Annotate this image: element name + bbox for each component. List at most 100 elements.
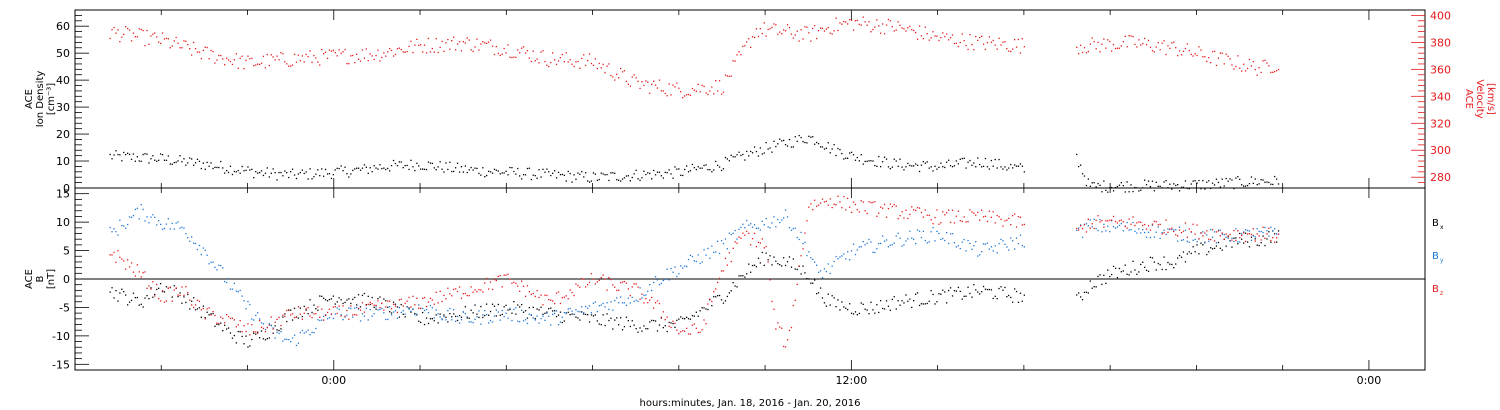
velocity-point <box>1153 51 1155 53</box>
by-point <box>113 228 115 230</box>
by-point <box>468 321 470 323</box>
bx-point <box>907 300 909 302</box>
velocity-point <box>1111 50 1113 52</box>
bx-point <box>606 313 608 315</box>
density-point <box>800 136 802 139</box>
density-point <box>891 166 893 168</box>
by-point <box>567 308 569 310</box>
bx-point <box>526 317 529 319</box>
by-point <box>1122 230 1124 232</box>
by-point <box>1097 229 1099 232</box>
bz-point <box>1021 224 1023 226</box>
density-point <box>992 165 994 167</box>
bz-point <box>827 204 829 206</box>
density-point <box>951 166 954 168</box>
density-point <box>511 167 513 169</box>
velocity-point <box>769 28 771 30</box>
by-point <box>1233 240 1235 243</box>
bx-point <box>693 315 695 317</box>
bz-point <box>953 222 956 224</box>
bz-point <box>1163 232 1165 234</box>
velocity-point <box>191 54 193 56</box>
density-point <box>1112 190 1115 192</box>
bx-point <box>967 286 969 288</box>
by-point <box>1153 236 1155 238</box>
density-point <box>734 156 736 158</box>
velocity-point <box>202 49 204 52</box>
bz-point <box>346 309 348 312</box>
density-point <box>1277 183 1280 185</box>
density-point <box>794 136 796 138</box>
density-tick-label: 0 <box>63 182 70 195</box>
velocity-point <box>1246 67 1249 70</box>
bx-point <box>971 296 973 298</box>
by-point <box>431 307 433 309</box>
velocity-point <box>1272 71 1274 73</box>
by-point <box>579 311 581 313</box>
by-point <box>660 282 662 285</box>
by-point <box>544 319 546 321</box>
bx-point <box>241 335 243 338</box>
velocity-point <box>616 73 618 75</box>
velocity-point <box>503 47 505 50</box>
by-point <box>334 313 336 315</box>
by-point <box>548 315 550 317</box>
density-point <box>1116 185 1119 188</box>
velocity-point <box>841 23 843 25</box>
by-point <box>361 313 364 315</box>
bx-point <box>647 328 649 330</box>
bz-point <box>181 286 183 288</box>
bz-point <box>191 304 193 306</box>
density-point <box>1262 179 1264 181</box>
velocity-point <box>1136 46 1138 48</box>
bz-point <box>524 295 527 297</box>
density-point <box>852 154 855 156</box>
by-point <box>276 331 278 333</box>
density-point <box>889 168 891 170</box>
density-point <box>342 170 344 172</box>
bx-point <box>1155 269 1157 271</box>
bx-point <box>651 319 653 322</box>
density-point <box>1145 184 1148 186</box>
bz-point <box>868 201 870 203</box>
by-point <box>810 257 812 259</box>
density-point <box>948 159 950 161</box>
density-point <box>728 160 730 162</box>
by-point <box>350 307 352 310</box>
by-point <box>299 331 301 334</box>
bz-point <box>552 300 554 302</box>
density-point <box>387 167 389 170</box>
density-point <box>658 171 661 173</box>
bx-point <box>286 320 288 323</box>
by-point <box>369 309 371 311</box>
bx-point <box>456 319 459 322</box>
bz-point <box>876 215 878 217</box>
velocity-point <box>249 58 251 60</box>
by-point <box>953 242 956 244</box>
by-point <box>1103 223 1105 225</box>
by-point <box>249 303 251 306</box>
velocity-point <box>1089 43 1091 45</box>
bx-point <box>466 317 468 319</box>
density-point <box>359 169 362 171</box>
bx-point <box>231 337 234 339</box>
bz-point <box>282 314 284 316</box>
density-point <box>488 170 490 172</box>
bz-point <box>266 327 268 329</box>
by-point <box>513 308 515 311</box>
bz-point <box>753 232 756 235</box>
velocity-point <box>1178 50 1181 52</box>
bz-point <box>1231 239 1233 241</box>
by-point <box>1243 231 1245 233</box>
by-point <box>1184 229 1187 232</box>
bz-point <box>757 241 760 243</box>
bz-point <box>1215 231 1218 233</box>
bx-point <box>150 287 152 289</box>
density-point <box>1276 178 1278 180</box>
density-point <box>1023 171 1025 173</box>
density-point <box>1223 185 1225 187</box>
by-point <box>761 220 763 222</box>
density-point <box>557 171 560 173</box>
by-point <box>965 250 967 252</box>
bz-point <box>1120 219 1122 221</box>
